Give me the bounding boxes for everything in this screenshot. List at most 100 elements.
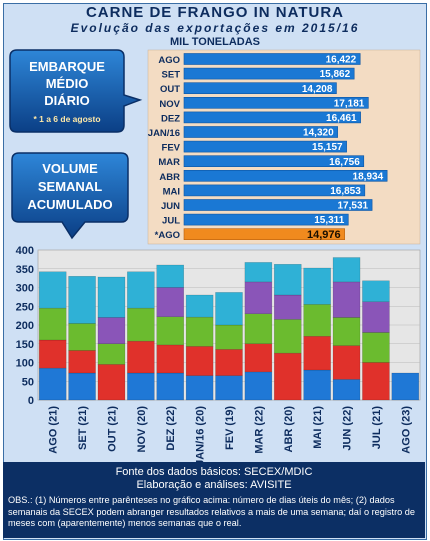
callout-weekly-line-1: VOLUME: [42, 161, 98, 176]
weekly-bar-segment: [362, 332, 390, 363]
weekly-bar-segment: [274, 264, 302, 296]
weekly-bar-segment: [303, 369, 331, 401]
x-tick-label: ABR (20): [283, 406, 295, 453]
x-tick-label: FEV (19): [224, 406, 236, 450]
daily-value-label: 14,208: [302, 84, 333, 95]
daily-value-label: 15,157: [312, 142, 343, 153]
weekly-bar-segment: [244, 371, 273, 401]
weekly-bar-segment: [127, 372, 155, 401]
page-title: CARNE DE FRANGO IN NATURA: [85, 4, 345, 21]
weekly-bar-segment: [68, 323, 96, 351]
daily-bar-chart: AGO 16,422 SET 15,862 OUT 14,208 NOV 17,181 DEZ 1…: [147, 49, 421, 245]
daily-category-label: DEZ: [161, 113, 180, 124]
weekly-bar-segment: [185, 346, 214, 376]
daily-category-label: SET: [162, 70, 181, 81]
daily-category-label: JUN: [161, 201, 180, 212]
daily-bar: [183, 184, 366, 197]
weekly-bar-segment: [274, 294, 302, 320]
daily-value-label: 14,976: [307, 229, 341, 241]
weekly-bar-segment: [156, 344, 184, 374]
daily-value-label: 16,422: [326, 55, 357, 66]
daily-value-label: 14,320: [303, 128, 334, 139]
y-tick-label: 300: [16, 283, 34, 295]
daily-bar: [183, 199, 373, 211]
weekly-bar-segment: [68, 276, 96, 324]
weekly-bar-segment: [127, 340, 155, 374]
y-tick-label: 200: [16, 320, 34, 332]
x-tick-label: DEZ (22): [165, 406, 177, 451]
weekly-bar-segment: [38, 367, 67, 401]
weekly-bar-segment: [332, 379, 361, 401]
weekly-bar-segment: [215, 292, 243, 326]
weekly-bar-segment: [244, 281, 273, 314]
weekly-bar-segment: [185, 316, 214, 347]
daily-bar: [183, 228, 345, 240]
daily-value-label: 15,862: [320, 69, 351, 80]
weekly-bar-segment: [362, 301, 390, 333]
elaboration-text: Elaboração e análises: AVISITE: [136, 479, 292, 491]
x-tick-label: AGO (23): [400, 406, 412, 454]
daily-bar: [183, 213, 349, 226]
x-tick-label: MAR (22): [253, 406, 265, 454]
callout-daily: EMBARQUE MÉDIO DIÁRIO * 1 a 6 de agosto: [9, 49, 143, 133]
weekly-bar-segment: [68, 372, 96, 401]
weekly-bar-segment: [97, 317, 126, 344]
daily-value-label: 16,853: [330, 186, 361, 197]
daily-category-label: JAN/16: [148, 128, 180, 139]
daily-category-label: JUL: [162, 216, 180, 227]
weekly-bar-segment: [303, 304, 331, 337]
callout-daily-line-2: MÉDIO: [46, 76, 89, 91]
y-tick-label: 250: [16, 301, 34, 313]
daily-bar: [183, 53, 361, 65]
weekly-bar-segment: [391, 372, 420, 401]
daily-bar: [183, 67, 355, 80]
weekly-bar-segment: [332, 317, 361, 346]
daily-bar: [183, 111, 361, 124]
daily-value-label: 16,756: [329, 157, 360, 168]
daily-category-label: OUT: [160, 84, 180, 95]
y-tick-label: 350: [16, 264, 34, 276]
callout-daily-shape: [9, 49, 143, 133]
daily-category-label: MAR: [158, 157, 180, 168]
y-tick-label: 50: [22, 376, 34, 388]
weekly-bar-segment: [244, 313, 273, 344]
callout-daily-line-1: EMBARQUE: [29, 59, 105, 74]
weekly-bar-segment: [38, 307, 67, 341]
weekly-bar-segment: [362, 280, 390, 302]
page-subtitle: Evolução das exportações em 2015/16: [70, 21, 360, 35]
notes-text: OBS.: (1) Números entre parênteses no gr…: [8, 495, 416, 528]
daily-category-label: ABR: [159, 172, 180, 183]
weekly-stacked-chart: 0 50 100 150 200 250 300 350 400 AGO (21) SET (21)…: [16, 245, 421, 466]
x-tick-label: MAI (21): [312, 406, 324, 449]
daily-category-label: AGO: [158, 55, 180, 66]
daily-value-label: 18,934: [353, 171, 384, 182]
weekly-bar-segment: [332, 281, 361, 318]
daily-bar: [183, 140, 347, 153]
weekly-bar-segment: [332, 345, 361, 380]
weekly-bar-segment: [215, 375, 243, 401]
y-tick-label: 0: [28, 395, 34, 407]
daily-value-label: 17,181: [334, 98, 365, 109]
weekly-bar-segment: [156, 287, 184, 317]
callout-weekly-line-2: SEMANAL: [38, 179, 102, 194]
daily-value-label: 17,531: [337, 201, 368, 212]
callout-weekly: VOLUME SEMANAL ACUMULADO: [11, 152, 129, 240]
daily-category-label: FEV: [162, 143, 181, 154]
weekly-bar-segment: [156, 316, 184, 346]
x-tick-label: JAN/16 (20): [195, 406, 207, 466]
daily-category-label: MAI: [163, 186, 180, 197]
weekly-bar-segment: [244, 343, 273, 373]
callout-weekly-shape: [11, 152, 129, 240]
weekly-bar-segment: [274, 352, 302, 401]
weekly-bar-segment: [362, 362, 390, 401]
weekly-bar-segment: [215, 324, 243, 350]
x-tick-label: JUN (22): [342, 406, 354, 451]
y-tick-label: 100: [16, 358, 34, 370]
x-tick-label: NOV (20): [136, 406, 148, 453]
weekly-bar-segment: [244, 262, 273, 283]
daily-value-label: 16,461: [326, 113, 357, 124]
weekly-bar-segment: [303, 336, 331, 371]
weekly-bar-segment: [127, 307, 155, 342]
unit-label: MIL TONELADAS: [169, 36, 261, 48]
y-tick-label: 400: [16, 245, 34, 257]
